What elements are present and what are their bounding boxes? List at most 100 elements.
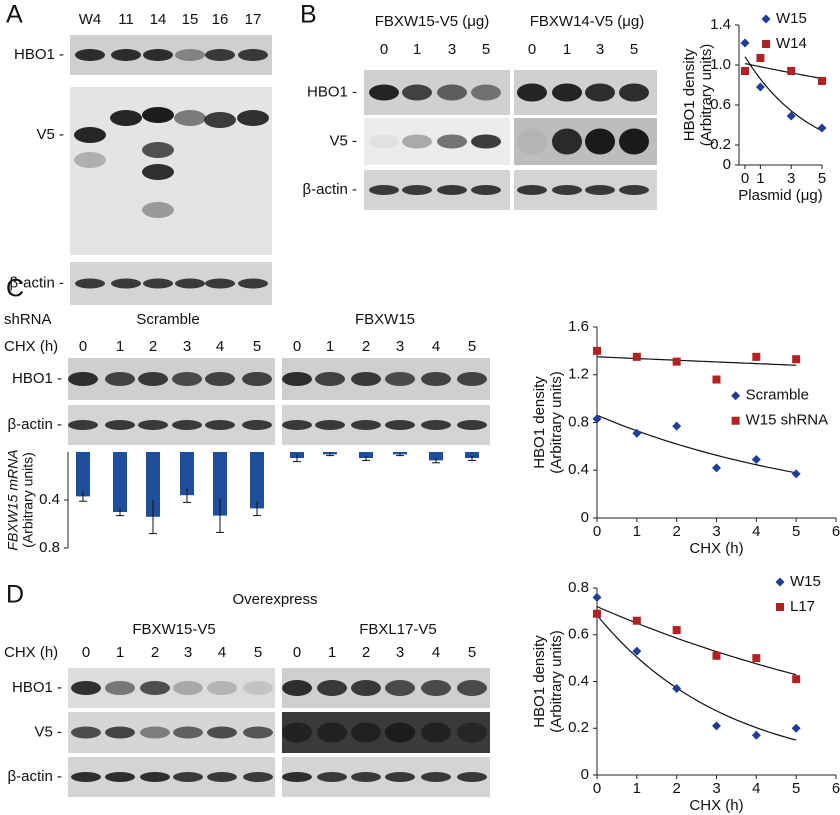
blot-band — [142, 142, 174, 158]
blot-band — [457, 722, 487, 743]
blot-background — [68, 712, 275, 753]
bar — [359, 452, 373, 458]
x-tick-label: 1 — [756, 170, 764, 187]
lane-label: 15 — [182, 11, 199, 28]
y-axis-label: HBO1 density — [531, 635, 548, 728]
legend-marker — [731, 416, 740, 425]
blot-band — [471, 84, 501, 101]
legend-label: W15 shRNA — [746, 412, 829, 429]
marker — [672, 684, 682, 694]
x-tick-label: 3 — [712, 523, 720, 540]
lane-label: 4 — [432, 644, 440, 661]
blot-band — [105, 420, 135, 430]
x-axis-label: CHX (h) — [689, 540, 743, 557]
marker — [818, 77, 826, 85]
blot-band — [351, 372, 381, 386]
lane-label: 4 — [218, 644, 226, 661]
y-tick-label: 1.2 — [568, 366, 589, 383]
row-label: β-actin - — [10, 274, 64, 291]
lane-label: 0 — [79, 338, 87, 355]
marker — [672, 421, 682, 431]
lane-label: 1 — [563, 41, 571, 58]
x-tick-label: 5 — [792, 780, 800, 797]
lane-label: 2 — [151, 644, 159, 661]
blot-band — [138, 420, 168, 430]
y-tick-label: 0.6 — [568, 626, 589, 643]
blot-band — [74, 152, 106, 168]
blot-band — [140, 726, 170, 739]
lane-label: 5 — [468, 338, 476, 355]
panel-label: C — [6, 275, 24, 303]
blot-band — [105, 372, 135, 386]
blot-band — [385, 372, 415, 386]
y-axis-label: (Arbitrary units) — [548, 630, 565, 733]
blot-band — [471, 185, 501, 195]
bar — [146, 452, 160, 517]
blot-band — [71, 726, 101, 739]
blot-background — [68, 358, 275, 400]
row-label: V5 - — [34, 723, 62, 740]
lane-label: 0 — [82, 644, 90, 661]
y-axis-label: HBO1 density — [681, 48, 698, 141]
marker — [755, 82, 765, 92]
lane-label: 4 — [432, 338, 440, 355]
lane-label: 1 — [328, 644, 336, 661]
marker — [786, 111, 796, 121]
y-tick-label: 0.8 — [568, 579, 589, 596]
x-axis-label: CHX (h) — [689, 797, 743, 814]
y-axis-label: (Arbitrary units) — [698, 44, 715, 147]
lane-label: W4 — [79, 11, 102, 28]
blot-band — [385, 680, 415, 696]
blot-band — [173, 726, 203, 739]
bar — [465, 452, 479, 458]
legend-marker — [762, 40, 770, 48]
blot-band — [517, 83, 547, 102]
blot-band — [207, 726, 237, 739]
blot-band — [421, 420, 451, 430]
blot-band — [402, 84, 432, 101]
blot-band — [315, 372, 345, 386]
marker — [593, 609, 601, 618]
blot-band — [174, 110, 206, 126]
x-tick-label: 3 — [787, 170, 795, 187]
marker — [740, 38, 750, 48]
blot-band — [282, 680, 312, 696]
blot-band — [457, 372, 487, 386]
lane-label: 1 — [413, 41, 421, 58]
blot-band — [385, 420, 415, 430]
group-title: FBXW15-V5 — [132, 621, 215, 638]
blot-background — [68, 405, 275, 445]
x-tick-label: 1 — [633, 523, 641, 540]
blot-band — [471, 134, 501, 149]
lane-label: 3 — [596, 41, 604, 58]
y-axis-label: FBXW15 mRNA — [5, 449, 21, 550]
blot-band — [140, 681, 170, 695]
row-label: HBO1 - — [307, 83, 357, 100]
x-tick-label: 0 — [593, 780, 601, 797]
row-label: HBO1 - — [12, 370, 62, 387]
x-tick-label: 3 — [712, 780, 720, 797]
lane-label: 0 — [380, 41, 388, 58]
blot-band — [437, 134, 467, 149]
trend-line — [744, 62, 823, 80]
blot-band — [369, 134, 399, 149]
blot-band — [369, 185, 399, 195]
lane-label: 5 — [254, 644, 262, 661]
lane-label: 14 — [150, 11, 167, 28]
marker — [712, 651, 721, 660]
y-axis-label: (Arbitrary units) — [548, 371, 565, 474]
blot-band — [172, 420, 202, 430]
marker — [712, 463, 721, 473]
lane-label: 0 — [293, 338, 301, 355]
blot-band — [317, 722, 347, 743]
row-label: β-actin - — [8, 768, 62, 785]
x-axis-label: Plasmid (μg) — [738, 187, 823, 204]
blot-band — [437, 84, 467, 101]
lane-label-title: CHX (h) — [4, 644, 58, 661]
marker — [791, 469, 801, 479]
marker — [632, 616, 641, 625]
trend-line — [596, 606, 797, 676]
blot-band — [142, 164, 174, 180]
marker — [592, 414, 602, 424]
marker — [752, 352, 761, 361]
